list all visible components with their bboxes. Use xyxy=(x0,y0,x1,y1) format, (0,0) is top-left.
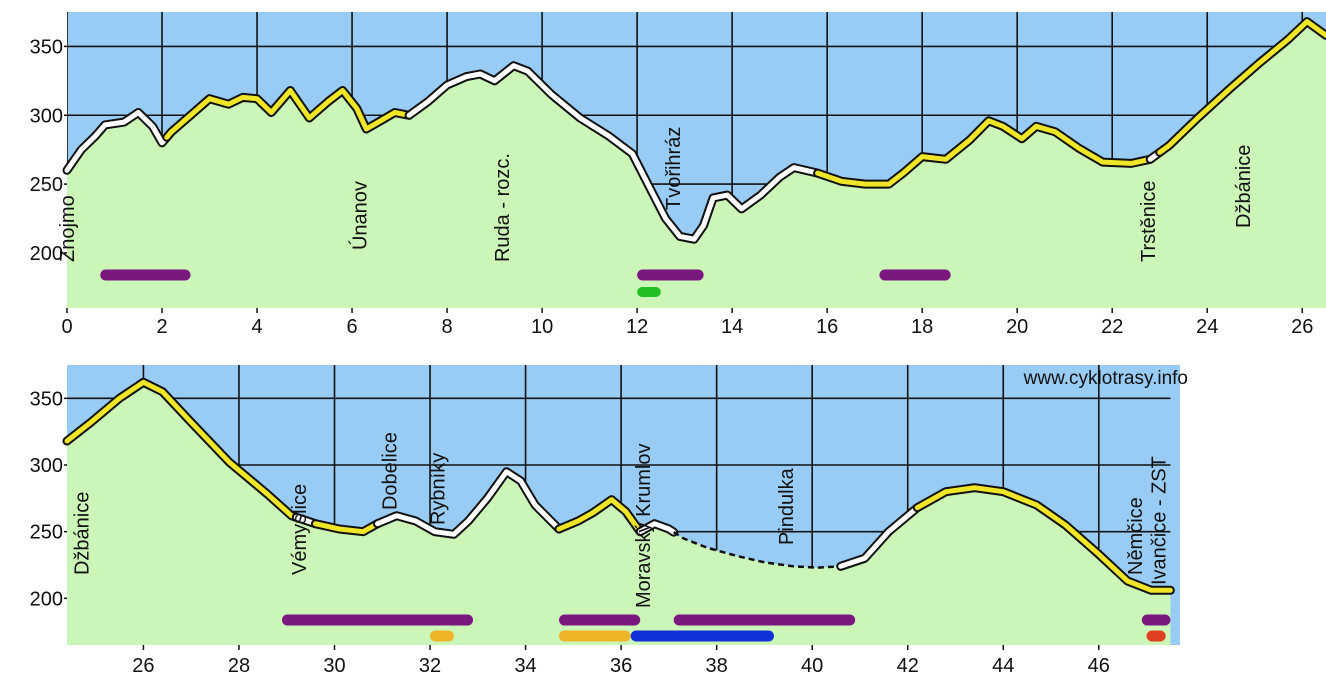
place-label: Dobelice xyxy=(380,432,402,510)
ground-area xyxy=(67,382,1171,645)
place-label: Vémyslice xyxy=(289,484,311,575)
route-bar xyxy=(637,269,704,281)
x-tick-label: 28 xyxy=(228,655,250,677)
x-tick-label: 26 xyxy=(132,655,154,677)
x-tick-label: 0 xyxy=(61,316,72,338)
route-bar xyxy=(879,269,951,281)
ground-area xyxy=(67,21,1326,308)
y-tick-label: 250 xyxy=(30,522,63,544)
x-tick-label: 16 xyxy=(816,316,838,338)
place-label: Pindulka xyxy=(776,467,798,545)
x-tick-label: 22 xyxy=(1101,316,1123,338)
route-bar xyxy=(281,614,474,626)
place-label: Znojmo xyxy=(57,195,79,262)
profile-segment-yellow xyxy=(556,497,643,535)
profile-segment-yellow xyxy=(914,485,1173,593)
x-tick-label: 14 xyxy=(721,316,743,338)
x-tick-label: 24 xyxy=(1196,316,1218,338)
y-tick-label: 350 xyxy=(30,388,63,410)
profile-segment-yellow xyxy=(815,118,1153,187)
profile-segment-yellow xyxy=(64,379,299,520)
route-bar xyxy=(1146,630,1166,642)
place-label: Němčice xyxy=(1125,497,1147,575)
x-tick-label: 10 xyxy=(531,316,553,338)
y-tick-label: 300 xyxy=(30,455,63,477)
profile-segment-white xyxy=(406,63,821,242)
place-label: Moravský Krumlov xyxy=(633,444,655,608)
x-tick-label: 6 xyxy=(346,316,357,338)
x-tick-label: 32 xyxy=(419,655,441,677)
profile-segment-white xyxy=(64,110,170,173)
y-tick-label: 350 xyxy=(30,36,63,58)
route-bar xyxy=(673,614,856,626)
x-tick-label: 46 xyxy=(1088,655,1110,677)
place-label: Ruda - rozc. xyxy=(492,153,514,262)
place-label: Džbánice xyxy=(1233,145,1255,228)
y-tick-label: 200 xyxy=(30,588,63,610)
x-tick-label: 38 xyxy=(706,655,728,677)
y-tick-label: 250 xyxy=(30,174,63,196)
profile-segment-white xyxy=(637,521,677,535)
y-tick-label: 200 xyxy=(30,243,63,265)
route-bar xyxy=(559,614,641,626)
x-tick-label: 8 xyxy=(442,316,453,338)
profile-segment-yellow xyxy=(1157,19,1326,155)
profile-segment-yellow xyxy=(312,521,380,535)
route-bar xyxy=(559,630,631,642)
x-tick-label: 36 xyxy=(610,655,632,677)
place-label: Trstěnice xyxy=(1138,180,1160,262)
route-bar xyxy=(630,630,774,642)
x-tick-label: 18 xyxy=(911,316,933,338)
route-bar xyxy=(100,269,191,281)
profile-segment-yellow xyxy=(164,88,412,140)
place-label: Džbánice xyxy=(71,492,93,575)
x-tick-label: 30 xyxy=(323,655,345,677)
x-tick-label: 26 xyxy=(1291,316,1313,338)
x-tick-label: 44 xyxy=(992,655,1014,677)
place-label: Únanov xyxy=(348,181,371,250)
profile-segment-unpaved xyxy=(673,531,841,569)
profile-segment-white xyxy=(838,505,920,569)
place-label: Tvořihráz xyxy=(663,127,685,210)
x-tick-label: 40 xyxy=(801,655,823,677)
x-tick-label: 12 xyxy=(626,316,648,338)
x-tick-label: 2 xyxy=(156,316,167,338)
place-label: Rybníky xyxy=(427,453,449,525)
chart-panel-2: 200 250 300 350 26 28 30 32 34 36 38 40 42 44 46 Džbáni… xyxy=(30,365,1188,677)
y-tick-label: 300 xyxy=(30,105,63,127)
place-label: Ivančice - ZST xyxy=(1149,456,1171,585)
x-tick-label: 4 xyxy=(251,316,262,338)
x-tick-label: 34 xyxy=(514,655,536,677)
route-bar xyxy=(1141,614,1171,626)
x-tick-label: 20 xyxy=(1006,316,1028,338)
route-bar xyxy=(430,630,454,642)
profile-segment-white xyxy=(375,469,562,537)
x-tick-label: 42 xyxy=(897,655,919,677)
route-bar xyxy=(637,287,661,297)
site-watermark: www.cyklotrasy.info xyxy=(1023,368,1188,389)
